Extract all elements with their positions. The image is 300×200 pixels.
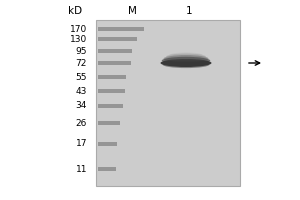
Text: M: M [128, 6, 136, 16]
Text: 55: 55 [76, 72, 87, 82]
Text: kD: kD [68, 6, 82, 16]
Bar [98, 37, 136, 41]
Text: 130: 130 [70, 34, 87, 44]
Ellipse shape [169, 52, 202, 58]
Bar [98, 104, 123, 108]
Bar [98, 61, 130, 65]
Ellipse shape [162, 57, 210, 64]
Bar [98, 27, 144, 31]
Bar [98, 121, 120, 125]
Ellipse shape [160, 59, 211, 67]
Bar [98, 49, 132, 53]
Text: 1: 1 [186, 6, 192, 16]
Text: 95: 95 [76, 46, 87, 55]
Bar [98, 89, 124, 93]
Text: 26: 26 [76, 118, 87, 128]
Ellipse shape [166, 54, 206, 60]
Text: 43: 43 [76, 87, 87, 96]
Text: 72: 72 [76, 58, 87, 68]
Text: 11: 11 [76, 164, 87, 173]
Bar [96, 20, 240, 186]
Text: 34: 34 [76, 102, 87, 110]
Text: 170: 170 [70, 24, 87, 33]
Ellipse shape [164, 55, 208, 62]
Ellipse shape [163, 61, 209, 68]
Text: 17: 17 [76, 140, 87, 148]
Bar [98, 167, 116, 171]
Bar [98, 142, 117, 146]
Bar [98, 75, 126, 79]
